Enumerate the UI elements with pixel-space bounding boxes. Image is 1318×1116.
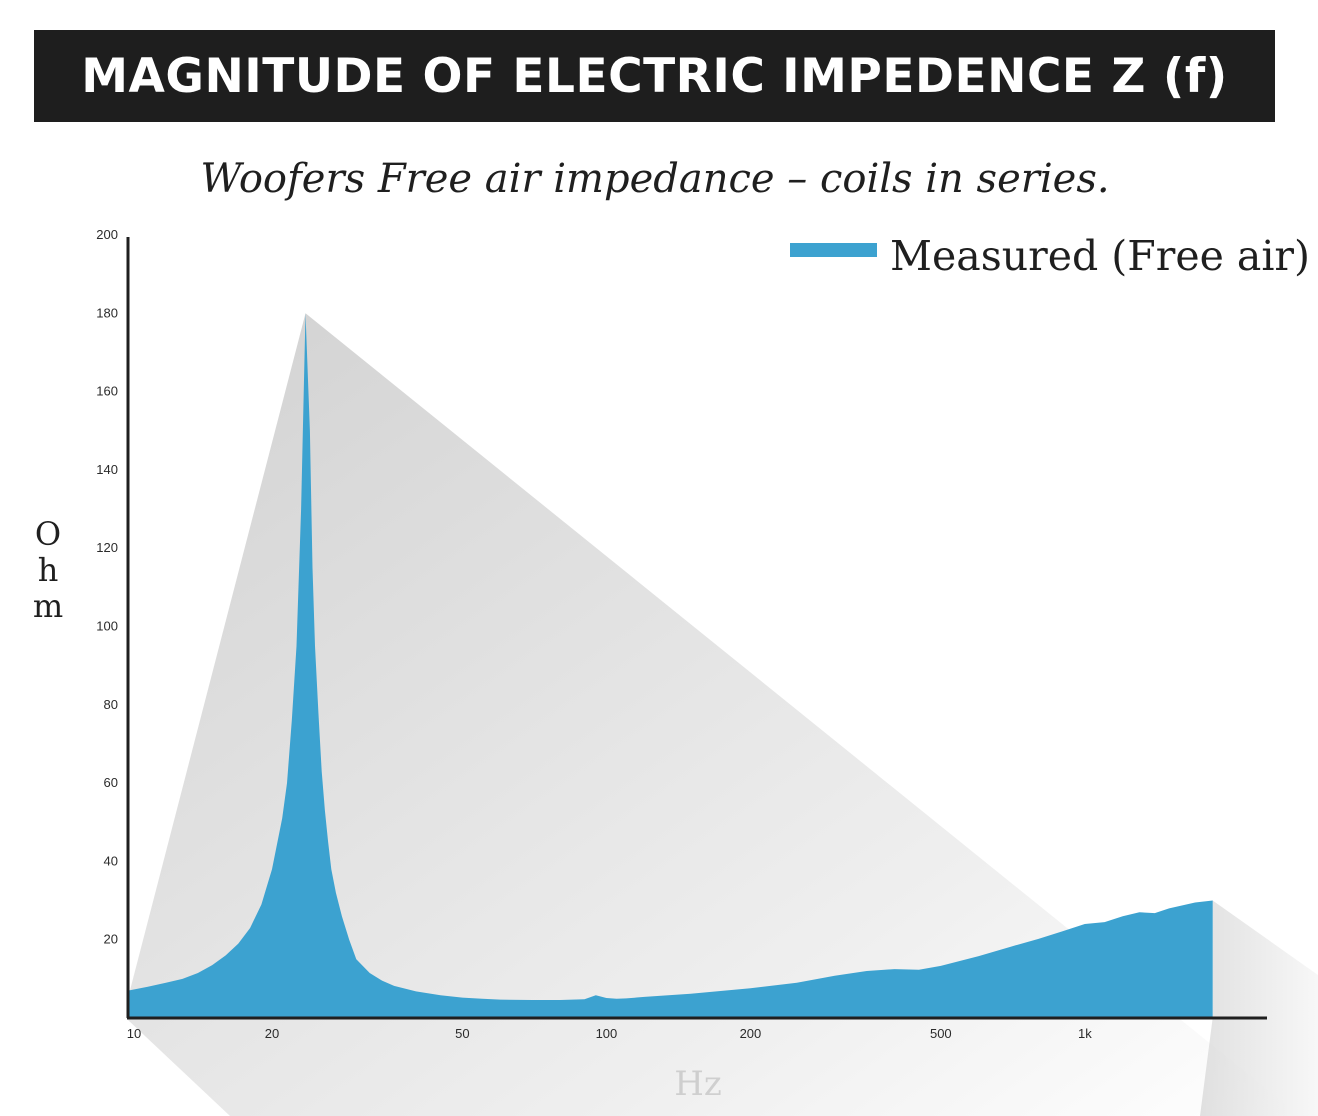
y-axis-label: O h m — [28, 516, 68, 624]
y-tick-label: 200 — [96, 227, 118, 242]
chart-title: MAGNITUDE OF ELECTRIC IMPEDENCE Z (f) — [81, 48, 1228, 104]
x-tick-label: 20 — [265, 1026, 279, 1041]
y-tick-label: 140 — [96, 462, 118, 477]
y-tick-label: 20 — [104, 932, 118, 947]
y-tick-label: 100 — [96, 619, 118, 634]
x-tick-label: 500 — [930, 1026, 952, 1041]
y-tick-label: 120 — [96, 540, 118, 555]
legend-swatch — [790, 243, 877, 257]
chart-subtitle: Woofers Free air impedance – coils in se… — [200, 156, 1110, 202]
title-banner: MAGNITUDE OF ELECTRIC IMPEDENCE Z (f) — [34, 30, 1275, 122]
x-tick-label: 1k — [1078, 1026, 1092, 1041]
impedance-area-series — [128, 313, 1213, 1018]
y-axis-label-char: O — [34, 515, 62, 553]
y-tick-label: 180 — [96, 305, 118, 320]
y-tick-label: 80 — [104, 697, 118, 712]
y-axis-label-char: h — [37, 551, 59, 589]
legend-label: Measured (Free air) — [890, 232, 1310, 280]
x-tick-label: 100 — [596, 1026, 618, 1041]
y-axis-label-char: m — [32, 587, 64, 625]
y-tick-label: 160 — [96, 384, 118, 399]
y-tick-label: 60 — [104, 775, 118, 790]
drop-shadow — [128, 313, 1318, 1116]
x-tick-label: 10 — [127, 1026, 141, 1041]
x-tick-label: 200 — [740, 1026, 762, 1041]
y-tick-label: 40 — [104, 853, 118, 868]
x-tick-label: 50 — [455, 1026, 469, 1041]
